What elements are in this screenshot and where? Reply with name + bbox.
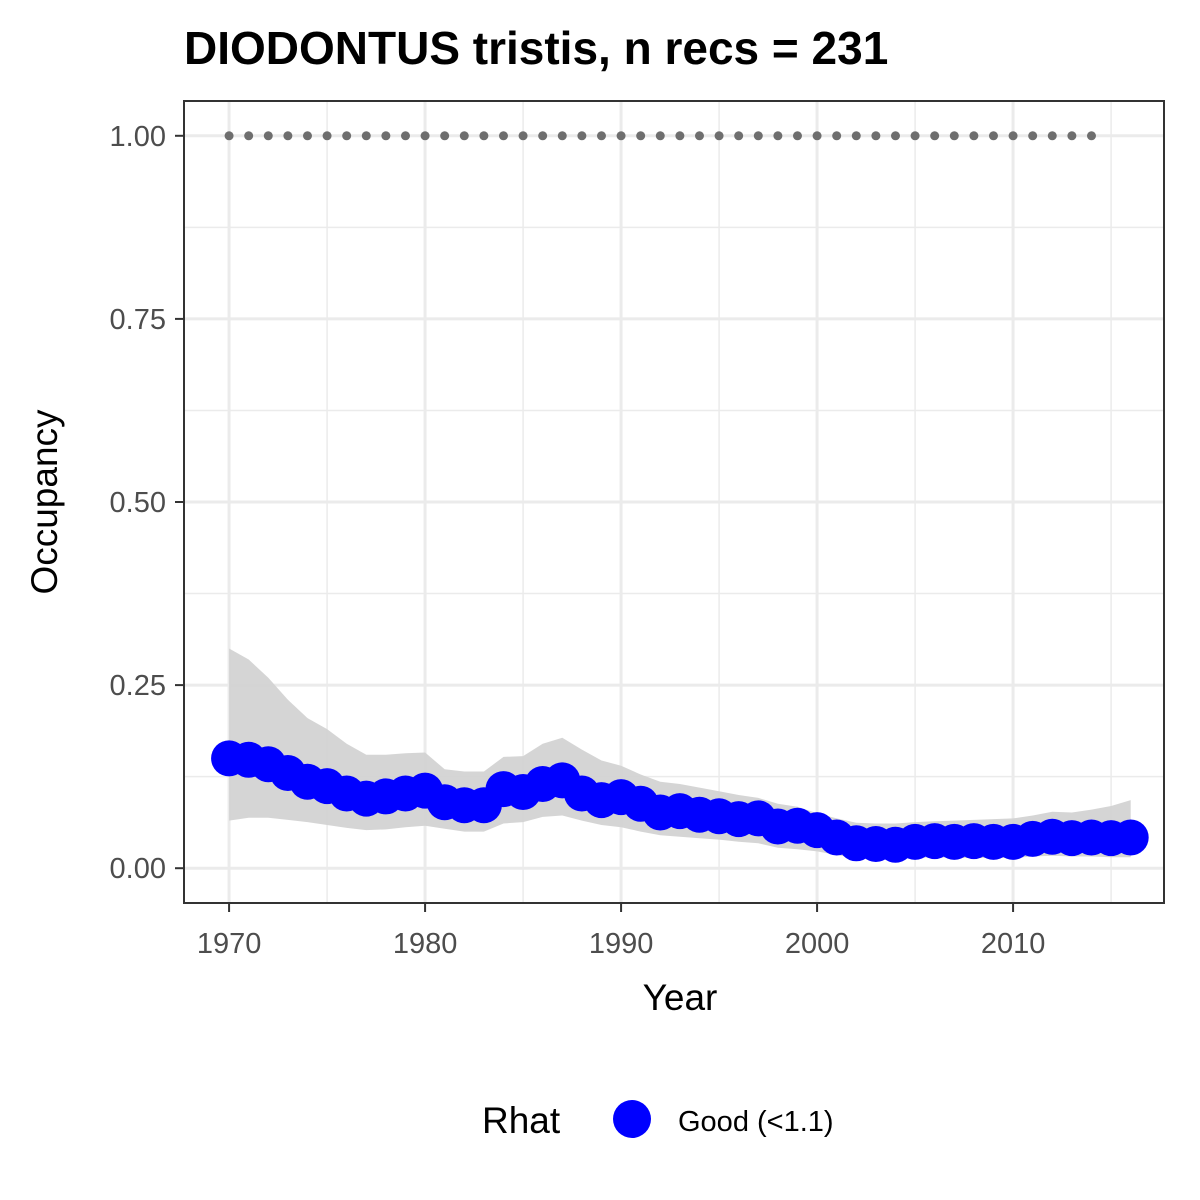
dotted-point (1008, 131, 1018, 141)
dotted-point (988, 131, 998, 141)
dotted-point (832, 131, 842, 141)
dotted-point (969, 131, 979, 141)
dotted-point (792, 131, 802, 141)
legend-key-good (613, 1100, 651, 1138)
dotted-point (420, 131, 430, 141)
x-axis-title: Year (643, 977, 718, 1018)
x-tick-label: 2010 (981, 928, 1046, 960)
y-tick-label: 0.75 (110, 304, 166, 336)
dotted-point (224, 131, 234, 141)
dotted-point (557, 131, 567, 141)
dotted-point (361, 131, 371, 141)
y-tick-label: 0.50 (110, 487, 166, 519)
dotted-point (263, 131, 273, 141)
x-tick-label: 1990 (589, 928, 654, 960)
x-axis-ticks: 1970 1980 1990 2000 2010 (197, 903, 1046, 960)
dotted-point (577, 131, 587, 141)
x-tick-label: 2000 (785, 928, 850, 960)
dotted-point (694, 131, 704, 141)
dotted-point (1086, 131, 1096, 141)
dotted-point (440, 131, 450, 141)
dotted-point (871, 131, 881, 141)
x-tick-label: 1980 (393, 928, 458, 960)
dotted-point (1067, 131, 1077, 141)
dotted-point (400, 131, 410, 141)
dotted-point (890, 131, 900, 141)
dotted-point (773, 131, 783, 141)
dotted-point (714, 131, 724, 141)
y-axis-ticks: 0.00 0.25 0.50 0.75 1.00 (110, 121, 184, 885)
dotted-point (498, 131, 508, 141)
y-axis-title: Occupancy (24, 409, 65, 595)
dotted-point (616, 131, 626, 141)
dotted-point (538, 131, 548, 141)
occupancy-points-layer (211, 740, 1149, 863)
y-tick-label: 1.00 (110, 121, 166, 153)
legend-title: Rhat (482, 1100, 561, 1141)
dotted-point (910, 131, 920, 141)
dotted-point (636, 131, 646, 141)
dotted-point (283, 131, 293, 141)
dotted-point (518, 131, 528, 141)
dotted-point (342, 131, 352, 141)
legend-label-good: Good (<1.1) (678, 1106, 834, 1138)
dotted-point (930, 131, 940, 141)
y-tick-label: 0.25 (110, 670, 166, 702)
chart-title: DIODONTUS tristis, n recs = 231 (184, 22, 888, 74)
dotted-point (381, 131, 391, 141)
x-tick-label: 1970 (197, 928, 262, 960)
dotted-point (244, 131, 254, 141)
dotted-point (459, 131, 469, 141)
dotted-series-layer (224, 131, 1096, 141)
dotted-point (675, 131, 685, 141)
y-tick-label: 0.00 (110, 853, 166, 885)
dotted-point (753, 131, 763, 141)
dotted-point (949, 131, 959, 141)
dotted-point (479, 131, 489, 141)
dotted-point (734, 131, 744, 141)
dotted-point (322, 131, 332, 141)
dotted-point (1028, 131, 1038, 141)
occupancy-point (1112, 819, 1149, 856)
dotted-point (302, 131, 312, 141)
dotted-point (851, 131, 861, 141)
dotted-point (596, 131, 606, 141)
dotted-point (655, 131, 665, 141)
legend: Rhat Good (<1.1) (482, 1100, 834, 1141)
dotted-point (812, 131, 822, 141)
dotted-point (1047, 131, 1057, 141)
